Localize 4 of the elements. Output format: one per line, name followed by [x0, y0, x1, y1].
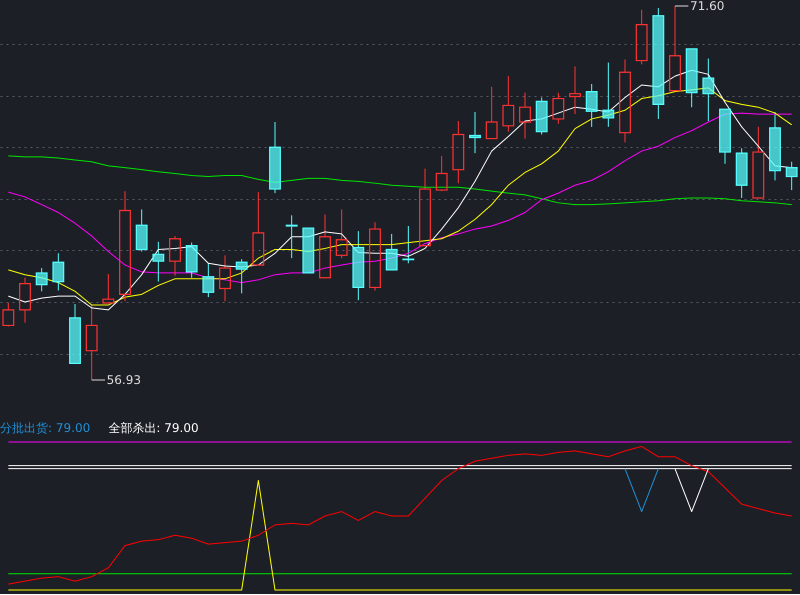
text: 全部杀出: 79.00 — [108, 421, 199, 435]
annotation: 71.60 — [690, 0, 724, 13]
annotation: 56.93 — [106, 373, 142, 387]
text: 分批出货: 79.00 — [0, 421, 90, 435]
